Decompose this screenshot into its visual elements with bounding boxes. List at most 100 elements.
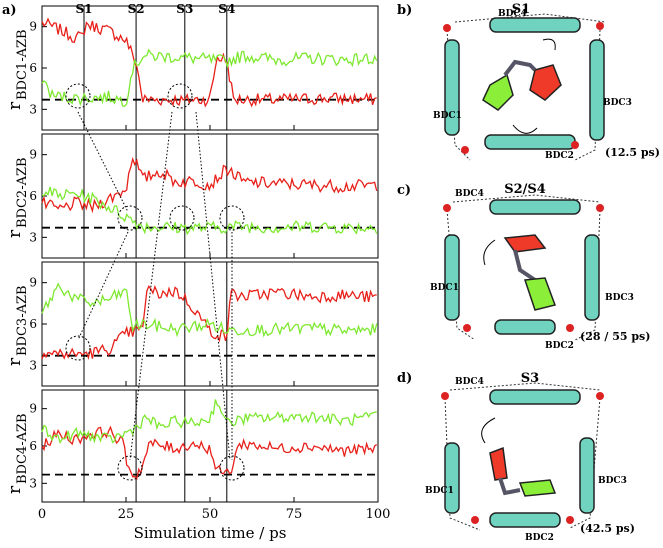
highlight-circle — [169, 205, 195, 231]
cage-frame — [443, 13, 606, 161]
bdc4-linker — [489, 199, 581, 215]
y-tick-label: 3 — [29, 102, 37, 116]
y-axis-sub: BDC3-AZB — [15, 285, 30, 356]
highlight-circle — [65, 335, 91, 361]
bdc1-linker — [444, 39, 460, 136]
bdc3-linker — [589, 39, 605, 141]
y-tick-label: 3 — [29, 476, 37, 490]
panel-d-label: d) — [397, 371, 412, 386]
y-axis-sub: BDC1-AZB — [15, 29, 30, 100]
time-label: (28 / 55 ps) — [580, 330, 650, 343]
oxygen-atom — [566, 516, 574, 524]
green-series-line — [41, 48, 378, 107]
state-title: S3 — [521, 371, 539, 386]
phenyl-ring-green — [482, 73, 514, 111]
connector-line — [195, 111, 231, 461]
curved-arrow — [483, 239, 496, 266]
red-series-line — [41, 156, 378, 214]
connector-line — [77, 231, 129, 341]
oxygen-atom — [441, 392, 449, 400]
x-axis-label: Simulation time / ps — [134, 524, 287, 542]
azo-bridge — [503, 59, 537, 77]
highlight-circle — [167, 83, 193, 109]
bdc4-linker — [489, 389, 581, 405]
green-series-line — [41, 186, 378, 236]
y-axis-label-bdc4: r BDC4-AZB — [5, 413, 30, 494]
bdc3-linker — [584, 234, 600, 321]
bdc1-linker — [444, 234, 460, 321]
y-tick-label: 3 — [29, 358, 37, 372]
y-axis-r: r — [5, 101, 25, 110]
x-tick-label: 0 — [38, 507, 46, 522]
molecule-panel-b: b) S1 BDC4 BDC3 BDC1 BDC2 (12.5 ps) — [397, 2, 660, 161]
label-bdc2: BDC2 — [525, 533, 554, 543]
y-tick-label: 6 — [29, 61, 37, 75]
y-tick-label: 9 — [29, 20, 37, 34]
rmsd-plots: 3 6 9 3 6 9 3 6 9 3 6 9 — [29, 5, 379, 503]
cage-frame — [443, 194, 604, 341]
y-tick-label: 9 — [29, 148, 37, 162]
phenyl-ring-red — [529, 64, 562, 101]
azo-bridge — [498, 477, 521, 496]
bdc4-linker — [489, 17, 581, 33]
oxygen-atom — [443, 204, 451, 212]
label-bdc3: BDC3 — [603, 98, 632, 108]
oxygen-atom — [471, 516, 479, 524]
curved-arrow — [542, 38, 556, 51]
plot-frame — [41, 5, 379, 131]
x-tick-label: 50 — [202, 507, 219, 522]
label-bdc4: BDC4 — [455, 377, 484, 387]
y-tick-label: 9 — [29, 402, 37, 416]
bdc1-linker — [444, 442, 460, 514]
azo-bridge — [513, 249, 537, 282]
y-tick-label: 6 — [29, 189, 37, 203]
y-axis-sub: BDC2-AZB — [15, 157, 30, 228]
highlight-circle — [219, 205, 245, 231]
label-bdc3: BDC3 — [605, 293, 634, 303]
y-axis-sub: BDC4-AZB — [15, 413, 30, 484]
red-series-line — [41, 284, 377, 361]
oxygen-atom — [443, 24, 451, 32]
oxygen-atom — [596, 392, 604, 400]
bdc3-linker — [579, 437, 595, 514]
green-series-line — [41, 282, 378, 338]
label-bdc1: BDC1 — [433, 111, 462, 121]
molecule-panel-c: c) S2/S4 BDC4 BDC3 BDC1 BDC2 (28 / 55 ps… — [397, 182, 650, 351]
y-tick-label: 3 — [29, 230, 37, 244]
azobenzene — [489, 446, 557, 497]
y-tick-label: 9 — [29, 276, 37, 290]
oxygen-atom — [461, 146, 469, 154]
label-bdc4: BDC4 — [455, 189, 484, 199]
cage-frame — [441, 382, 604, 531]
green-series-line — [41, 399, 377, 445]
bdc2-linker — [484, 134, 576, 150]
x-tick-labels: 0 25 50 75 100 — [38, 507, 391, 522]
state-title: S2/S4 — [504, 182, 546, 197]
label-bdc2: BDC2 — [545, 341, 574, 351]
label-bdc1: BDC1 — [425, 486, 454, 496]
highlight-circle — [117, 205, 143, 231]
panel-b-label: b) — [397, 3, 412, 18]
bdc2-linker — [489, 512, 561, 528]
oxygen-atom — [596, 204, 604, 212]
connector-line — [129, 111, 173, 461]
oxygen-atom — [596, 22, 604, 30]
y-axis-label-bdc3: r BDC3-AZB — [5, 285, 30, 366]
red-series-line — [41, 425, 378, 480]
label-bdc4: BDC4 — [498, 9, 527, 19]
time-label: (42.5 ps) — [580, 522, 635, 535]
oxygen-atom — [571, 141, 579, 149]
curved-arrow — [512, 124, 538, 134]
oxygen-atom — [566, 324, 574, 332]
bdc2-linker — [494, 319, 556, 335]
x-tick-label: 100 — [366, 507, 391, 522]
label-bdc2: BDC2 — [545, 151, 574, 161]
phenyl-ring-red — [489, 446, 508, 481]
phenyl-ring-green — [523, 277, 556, 311]
x-tick-label: 75 — [286, 507, 303, 522]
azobenzene — [482, 59, 562, 111]
connector-line — [77, 111, 129, 213]
curved-arrow — [481, 417, 496, 444]
molecule-panel-d: d) S3 BDC4 BDC3 BDC1 BDC2 (42.5 ps) — [397, 371, 635, 543]
